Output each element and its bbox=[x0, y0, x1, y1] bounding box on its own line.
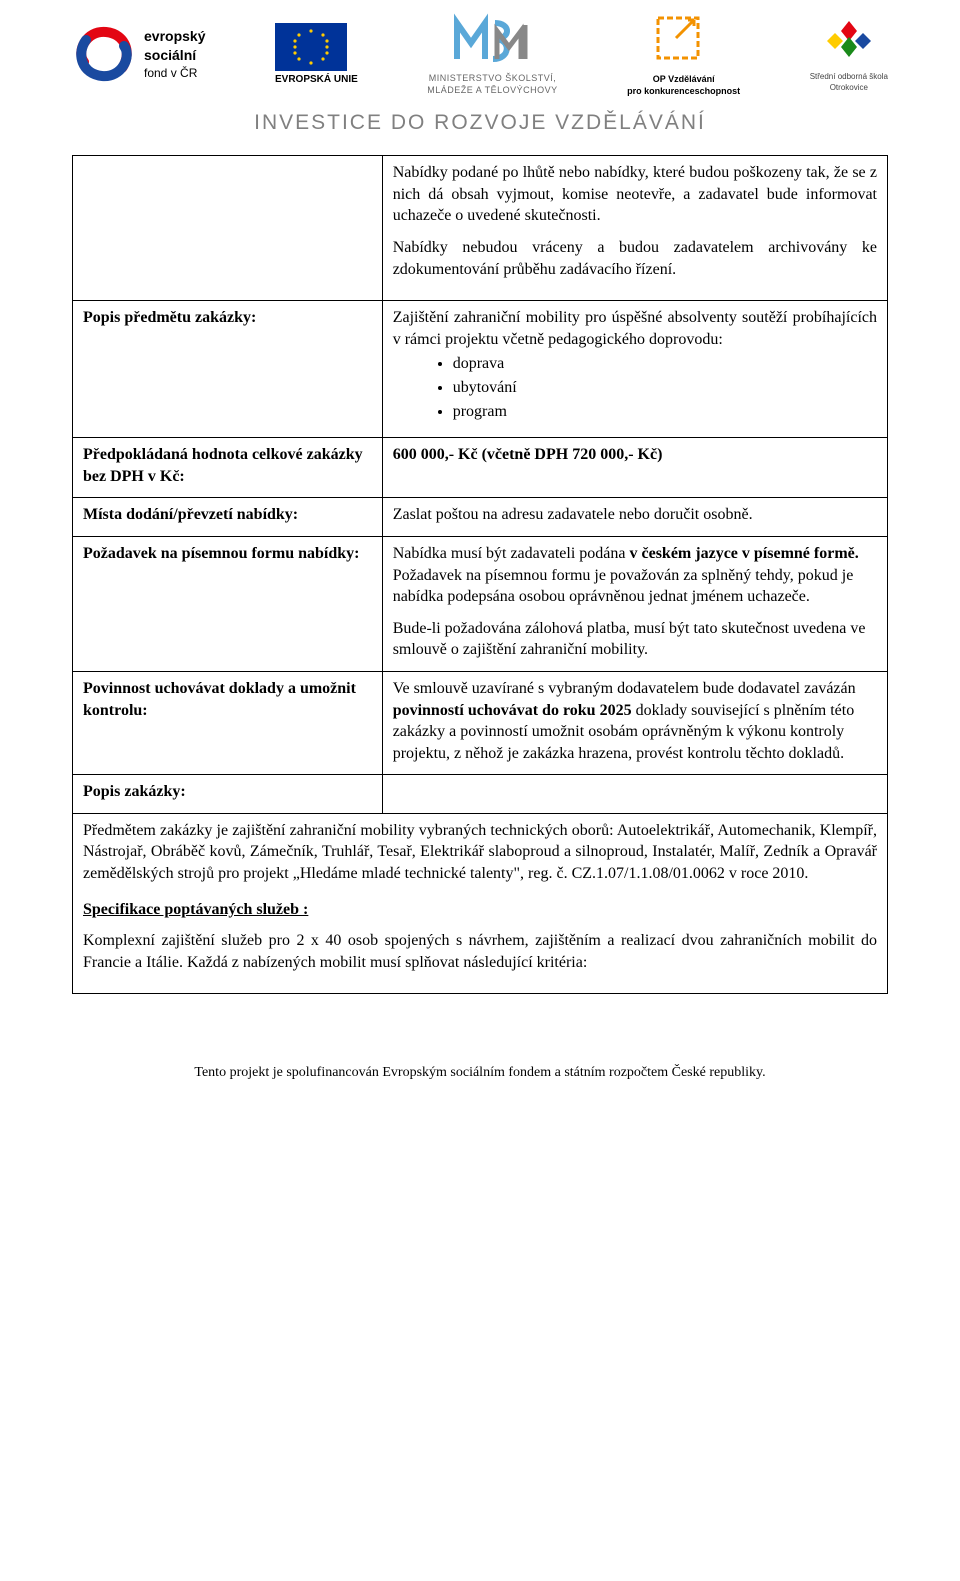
msmt-line2: MLÁDEŽE A TĚLOVÝCHOVY bbox=[427, 84, 557, 96]
eu-label: EVROPSKÁ UNIE bbox=[275, 73, 358, 87]
row-written-form: Požadavek na písemnou formu nabídky: Nab… bbox=[73, 536, 888, 671]
row-intro: Nabídky podané po lhůtě nebo nabídky, kt… bbox=[73, 156, 888, 301]
sos-line2: Otrokovice bbox=[810, 83, 888, 94]
retention-value: Ve smlouvě uzavírané s vybraným dodavate… bbox=[382, 671, 887, 774]
bullet-1: ubytování bbox=[453, 376, 877, 400]
msmt-logo: MINISTERSTVO ŠKOLSTVÍ, MLÁDEŽE A TĚLOVÝC… bbox=[427, 13, 557, 96]
row-delivery: Místa dodání/převzetí nabídky: Zaslat po… bbox=[73, 498, 888, 537]
intro-p2: Nabídky nebudou vráceny a budou zadavate… bbox=[393, 237, 877, 280]
subject-value: Zajištění zahraniční mobility pro úspěšn… bbox=[382, 301, 887, 438]
document-table: Nabídky podané po lhůtě nebo nabídky, kt… bbox=[72, 155, 888, 994]
intro-value: Nabídky podané po lhůtě nebo nabídky, kt… bbox=[382, 156, 887, 301]
subject-intro: Zajištění zahraniční mobility pro úspěšn… bbox=[393, 307, 877, 350]
eu-logo: EVROPSKÁ UNIE bbox=[275, 23, 358, 87]
opvk-icon bbox=[652, 12, 716, 64]
written-p2: Bude-li požadována zálohová platba, musí… bbox=[393, 618, 877, 661]
desc-label-empty bbox=[382, 775, 887, 814]
header-logo-bar: evropský sociální fond v ČR bbox=[72, 12, 888, 97]
value-amount: 600 000,- Kč (včetně DPH 720 000,- Kč) bbox=[393, 446, 663, 463]
row-retention: Povinnost uchovávat doklady a umožnit ko… bbox=[73, 671, 888, 774]
opvk-line2: pro konkurenceschopnost bbox=[627, 85, 740, 97]
eu-flag-icon bbox=[275, 23, 347, 71]
value-label: Předpokládaná hodnota celkové zakázky be… bbox=[73, 438, 383, 498]
esf-text: evropský sociální fond v ČR bbox=[144, 27, 205, 81]
esf-line2: sociální bbox=[144, 46, 205, 65]
esf-logo: evropský sociální fond v ČR bbox=[72, 22, 205, 86]
row-subject: Popis předmětu zakázky: Zajištění zahran… bbox=[73, 301, 888, 438]
row-desc-body: Předmětem zakázky je zajištění zahraničn… bbox=[73, 813, 888, 994]
written-p1-pre: Nabídka musí být zadavateli podána bbox=[393, 545, 630, 562]
retention-bold: povinností uchovávat do roku 2025 bbox=[393, 702, 632, 719]
esf-line3: fond v ČR bbox=[144, 65, 205, 81]
bullet-0: doprava bbox=[453, 352, 877, 376]
intro-p1: Nabídky podané po lhůtě nebo nabídky, kt… bbox=[393, 162, 877, 227]
desc-p1: Předmětem zakázky je zajištění zahraničn… bbox=[83, 820, 877, 885]
retention-pre: Ve smlouvě uzavírané s vybraným dodavate… bbox=[393, 680, 856, 697]
written-value: Nabídka musí být zadavateli podána v čes… bbox=[382, 536, 887, 671]
opvk-logo: OP Vzdělávání pro konkurenceschopnost bbox=[627, 12, 740, 97]
row-value: Předpokládaná hodnota celkové zakázky be… bbox=[73, 438, 888, 498]
delivery-label: Místa dodání/převzetí nabídky: bbox=[73, 498, 383, 537]
esf-swirl-icon bbox=[72, 22, 136, 86]
written-label: Požadavek na písemnou formu nabídky: bbox=[73, 536, 383, 671]
desc-p2: Komplexní zajištění služeb pro 2 x 40 os… bbox=[83, 930, 877, 973]
sos-icon bbox=[825, 15, 873, 63]
sos-line1: Střední odborná škola bbox=[810, 72, 888, 83]
opvk-line1: OP Vzdělávání bbox=[627, 73, 740, 85]
spec-head: Specifikace poptávaných služeb : bbox=[83, 899, 877, 921]
row-desc-label: Popis zakázky: bbox=[73, 775, 888, 814]
esf-line1: evropský bbox=[144, 27, 205, 46]
written-p1: Nabídka musí být zadavateli podána v čes… bbox=[393, 543, 877, 608]
intro-label-empty bbox=[73, 156, 383, 301]
bullet-2: program bbox=[453, 400, 877, 424]
msmt-icon bbox=[453, 13, 531, 63]
desc-label: Popis zakázky: bbox=[73, 775, 383, 814]
value-content: 600 000,- Kč (včetně DPH 720 000,- Kč) bbox=[382, 438, 887, 498]
msmt-line1: MINISTERSTVO ŠKOLSTVÍ, bbox=[427, 72, 557, 84]
banner-title: INVESTICE DO ROZVOJE VZDĚLÁVÁNÍ bbox=[72, 109, 888, 137]
subject-label: Popis předmětu zakázky: bbox=[73, 301, 383, 438]
retention-label: Povinnost uchovávat doklady a umožnit ko… bbox=[73, 671, 383, 774]
footer-text: Tento projekt je spolufinancován Evropsk… bbox=[72, 1064, 888, 1083]
sos-logo: Střední odborná škola Otrokovice bbox=[810, 15, 888, 93]
subject-bullets: doprava ubytování program bbox=[453, 352, 877, 423]
written-p1-bold: v českém jazyce v písemné formě. bbox=[630, 545, 859, 562]
written-p1-post: Požadavek na písemnou formu je považován… bbox=[393, 567, 854, 606]
delivery-value: Zaslat poštou na adresu zadavatele nebo … bbox=[382, 498, 887, 537]
desc-body-cell: Předmětem zakázky je zajištění zahraničn… bbox=[73, 813, 888, 994]
